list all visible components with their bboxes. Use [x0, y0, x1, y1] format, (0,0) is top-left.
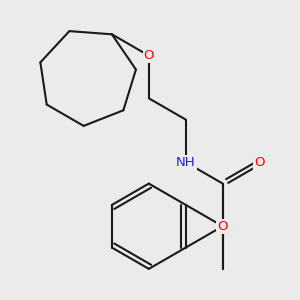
Text: NH: NH: [176, 156, 196, 169]
Text: O: O: [254, 156, 265, 169]
Text: O: O: [218, 220, 228, 233]
Text: O: O: [218, 220, 228, 233]
Text: O: O: [144, 49, 154, 62]
